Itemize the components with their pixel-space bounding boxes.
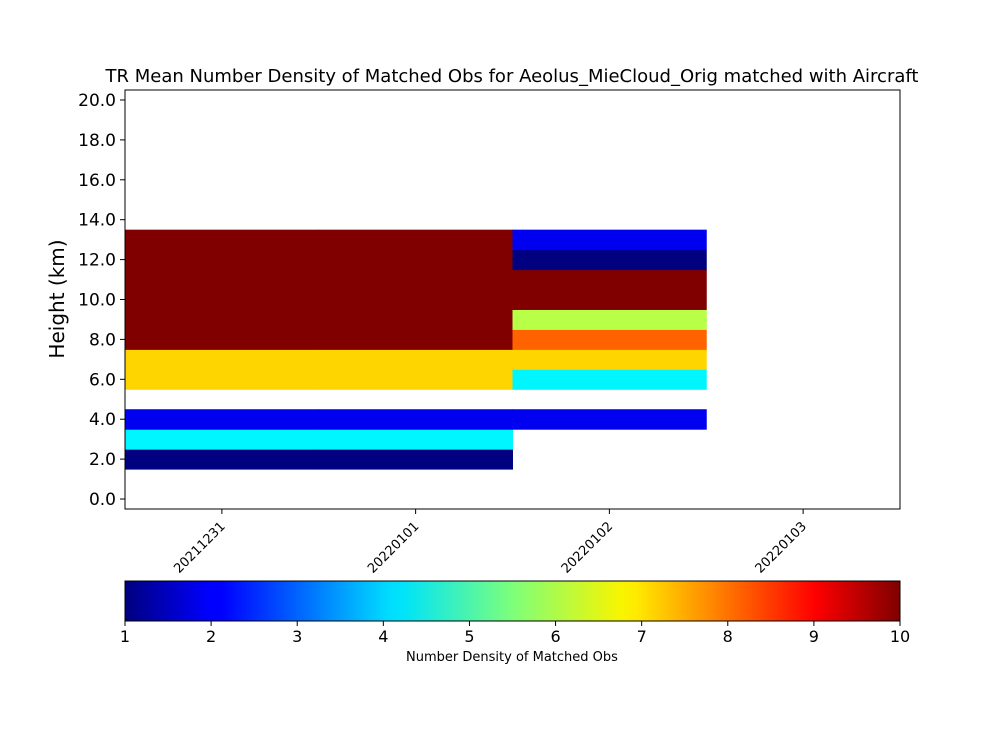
chart-title: TR Mean Number Density of Matched Obs fo…: [105, 66, 919, 87]
colorbar-gradient: [124, 580, 901, 622]
heatmap-cell: [125, 429, 320, 450]
heatmap-cell: [125, 229, 320, 251]
heatmap-cell: [512, 409, 707, 430]
heatmap-cell: [125, 249, 320, 271]
heatmap-cell: [512, 269, 707, 291]
colorbar: 1 2 3 4 5 6 7 8 9 10 Number Density of Matched Ob…: [120, 580, 910, 665]
heatmap-cell: [125, 409, 320, 430]
heatmap-cell: [125, 309, 320, 330]
heatmap-cell: [125, 289, 320, 310]
colorbar-tick-label: 9: [809, 627, 819, 646]
heatmap-cell: [512, 289, 707, 310]
heatmap-cell: [318, 289, 513, 310]
colorbar-tick-label: 3: [292, 627, 302, 646]
heatmap-cell: [125, 449, 320, 470]
heatmap-cell: [512, 369, 707, 390]
heatmap-cell: [318, 409, 513, 430]
heatmap-cells: [125, 229, 707, 470]
y-tick-label: 6.0: [89, 370, 116, 390]
heatmap-cell: [318, 269, 513, 291]
colorbar-tick-label: 7: [637, 627, 647, 646]
heatmap-cell: [318, 229, 513, 251]
heatmap-cell: [512, 329, 707, 350]
heatmap-cell: [125, 329, 320, 350]
y-tick-label: 0.0: [89, 490, 116, 510]
y-axis: 0.0 2.0 4.0 6.0 8.0 10.0 12.0 14.0 16.0 18.0 20.0: [78, 91, 125, 510]
y-tick-label: 2.0: [89, 450, 116, 470]
heatmap-cell: [125, 369, 320, 390]
colorbar-tick-label: 2: [206, 627, 216, 646]
colorbar-label: Number Density of Matched Obs: [406, 650, 618, 665]
heatmap-cell: [318, 249, 513, 271]
x-tick-label: 20220102: [559, 519, 616, 576]
heatmap-cell: [318, 349, 513, 370]
x-axis: 20211231 20220101 20220102 20220103: [171, 509, 810, 577]
heatmap-cell: [318, 429, 513, 450]
colorbar-tick-label: 10: [890, 627, 910, 646]
y-axis-label: Height (km): [45, 239, 69, 358]
heatmap-cell: [125, 269, 320, 291]
heatmap-cell: [125, 349, 320, 370]
heatmap-cell: [512, 229, 707, 251]
colorbar-tick-label: 1: [120, 627, 130, 646]
heatmap-cell: [318, 449, 513, 470]
colorbar-tick-label: 6: [550, 627, 560, 646]
heatmap-cell: [512, 349, 707, 370]
x-tick-label: 20211231: [171, 519, 228, 576]
colorbar-tick-label: 4: [378, 627, 388, 646]
colorbar-tick-label: 5: [464, 627, 474, 646]
x-tick-label: 20220101: [365, 519, 422, 576]
heatmap-cell: [512, 249, 707, 271]
heatmap-cell: [318, 369, 513, 390]
heatmap-cell: [318, 309, 513, 330]
x-tick-label: 20220103: [753, 519, 810, 576]
colorbar-ticks: 1 2 3 4 5 6 7 8 9 10: [120, 621, 910, 646]
y-tick-label: 20.0: [78, 91, 116, 111]
y-tick-label: 16.0: [78, 171, 116, 191]
y-tick-label: 10.0: [78, 291, 116, 311]
y-tick-label: 18.0: [78, 131, 116, 151]
colorbar-tick-label: 8: [723, 627, 733, 646]
y-tick-label: 8.0: [89, 330, 116, 350]
y-tick-label: 12.0: [78, 251, 116, 271]
y-tick-label: 4.0: [89, 410, 116, 430]
y-tick-label: 14.0: [78, 211, 116, 231]
heatmap-cell: [512, 309, 707, 330]
heatmap-cell: [318, 329, 513, 350]
